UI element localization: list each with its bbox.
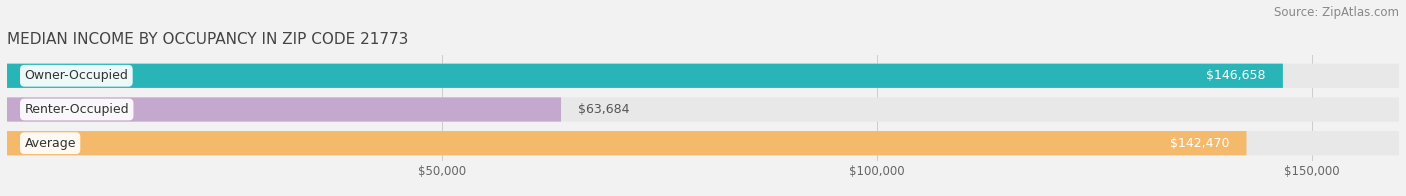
FancyBboxPatch shape <box>7 97 1399 122</box>
FancyBboxPatch shape <box>7 131 1399 155</box>
FancyBboxPatch shape <box>7 131 1247 155</box>
FancyBboxPatch shape <box>7 64 1282 88</box>
Text: Average: Average <box>24 137 76 150</box>
Text: Renter-Occupied: Renter-Occupied <box>24 103 129 116</box>
Text: $146,658: $146,658 <box>1206 69 1265 82</box>
Text: MEDIAN INCOME BY OCCUPANCY IN ZIP CODE 21773: MEDIAN INCOME BY OCCUPANCY IN ZIP CODE 2… <box>7 32 408 47</box>
FancyBboxPatch shape <box>7 64 1399 88</box>
Text: Source: ZipAtlas.com: Source: ZipAtlas.com <box>1274 6 1399 19</box>
FancyBboxPatch shape <box>7 97 561 122</box>
Text: Owner-Occupied: Owner-Occupied <box>24 69 128 82</box>
Text: $142,470: $142,470 <box>1170 137 1229 150</box>
Text: $63,684: $63,684 <box>578 103 630 116</box>
